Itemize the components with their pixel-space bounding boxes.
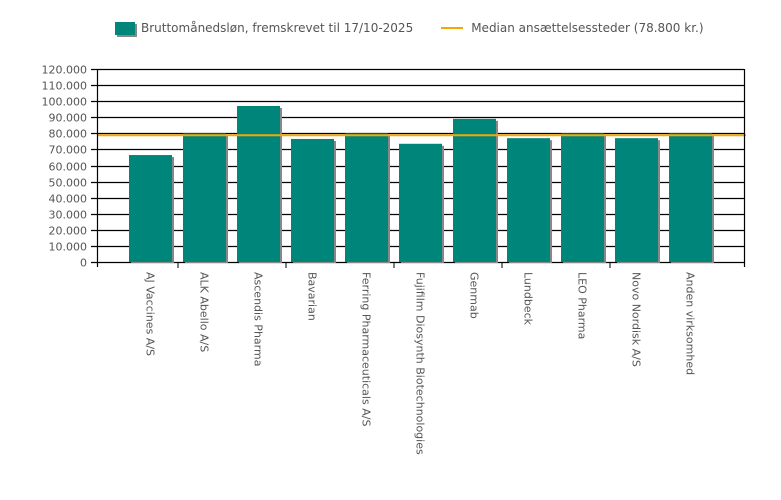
bar[interactable]	[129, 155, 172, 262]
x-tick-label: Fujifilm Diosynth Biotechnologies	[414, 272, 427, 455]
bars	[129, 105, 714, 263]
y-tick-label: 50.000	[49, 177, 88, 190]
x-tick-label: Novo Nordisk A/S	[630, 272, 643, 367]
y-tick-label: 80.000	[49, 128, 88, 141]
y-tick-label: 70.000	[49, 144, 88, 157]
legend-swatch-salary	[115, 21, 135, 35]
bar[interactable]	[399, 143, 442, 262]
x-tick-label: Bavarian	[306, 272, 319, 321]
x-tick-label: Anden virksomhed	[684, 272, 697, 375]
y-tick-label: 20.000	[49, 225, 88, 238]
bar[interactable]	[561, 133, 604, 262]
bar[interactable]	[669, 133, 712, 262]
x-tick-label: Genmab	[468, 272, 481, 319]
x-tick-label: Ferring Pharmaceuticals A/S	[360, 272, 373, 426]
legend-item-salary[interactable]: Bruttomånedsløn, fremskrevet til 17/10-2…	[115, 21, 413, 35]
legend-label-median: Median ansættelsessteder (78.800 kr.)	[471, 21, 704, 35]
bar[interactable]	[291, 138, 334, 262]
y-tick-label: 0	[80, 257, 87, 270]
bar[interactable]	[453, 118, 496, 262]
x-tick-label: ALK Abello A/S	[198, 272, 211, 352]
x-tick-label: LEO Pharma	[576, 272, 589, 339]
bar[interactable]	[615, 138, 658, 262]
y-tick-label: 60.000	[49, 161, 88, 174]
bar[interactable]	[507, 138, 550, 262]
bar[interactable]	[345, 133, 388, 262]
y-tick-label: 40.000	[49, 193, 88, 206]
y-tick-label: 120.000	[42, 64, 88, 77]
y-tick-label: 90.000	[49, 112, 88, 125]
y-tick-label: 10.000	[49, 241, 88, 254]
chart-legend: Bruttomånedsløn, fremskrevet til 17/10-2…	[115, 18, 704, 38]
axes	[96, 69, 746, 268]
legend-line-median	[441, 27, 464, 29]
x-tick-label: Ascendis Pharma	[252, 272, 265, 366]
y-axis-ticks: 0 10.000 20.000 30.000 40.000 50.000 60.000 70.…	[42, 64, 88, 270]
y-tick-label: 100.000	[42, 96, 88, 109]
x-tick-label: AJ Vaccines A/S	[144, 272, 157, 356]
legend-label-salary: Bruttomånedsløn, fremskrevet til 17/10-2…	[141, 21, 414, 35]
y-tick-label: 30.000	[49, 209, 88, 222]
legend-item-median[interactable]: Median ansættelsessteder (78.800 kr.)	[441, 21, 704, 35]
bar[interactable]	[183, 133, 226, 262]
x-tick-label: Lundbeck	[522, 272, 535, 326]
bar[interactable]	[237, 105, 280, 262]
y-tick-label: 110.000	[42, 80, 88, 93]
x-axis-labels: AJ Vaccines A/S ALK Abello A/S Ascendis Ph…	[144, 272, 697, 455]
